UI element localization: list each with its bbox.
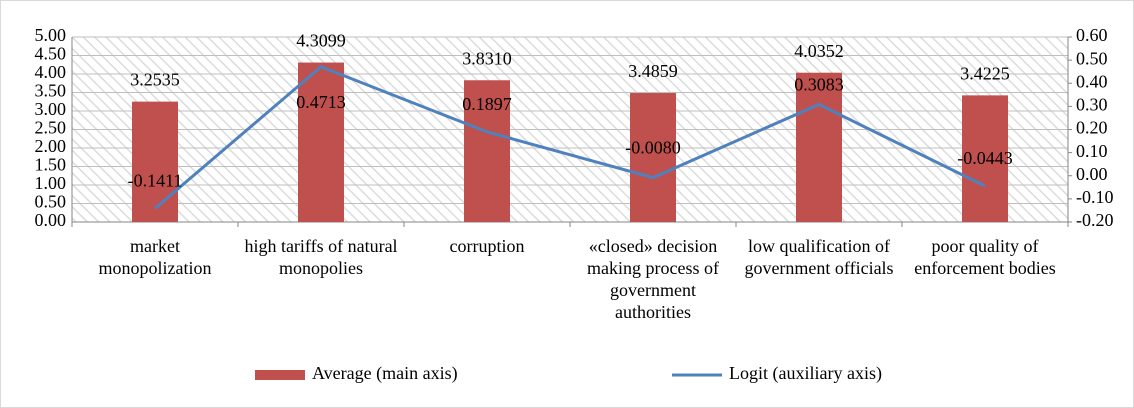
bar (298, 62, 344, 223)
line-value-label: -0.0080 (625, 138, 681, 158)
y-tick-label: 0.00 (35, 210, 67, 230)
y-tick-label: 1.50 (35, 155, 67, 175)
y-tick-label: 2.00 (35, 136, 67, 156)
x-tick-label: poor quality of enforcement bodies (914, 236, 1056, 278)
x-tick-label: «closed» decision making process of gove… (587, 236, 719, 322)
x-tick-label: high tariffs of natural monopolies (244, 236, 398, 278)
legend-label: Average (main axis) (312, 363, 458, 384)
y2-tick-label: 0.20 (1076, 118, 1108, 138)
line-value-label: -0.0443 (957, 148, 1013, 168)
x-tick-label: corruption (449, 236, 525, 256)
y-tick-label: 3.00 (35, 99, 67, 119)
bar-value-label: 3.4225 (960, 63, 1010, 83)
y-tick-label: 5.00 (35, 25, 67, 45)
legend-label: Logit (auxiliary axis) (729, 363, 882, 384)
bar-value-label: 3.2535 (130, 70, 180, 90)
y-tick-label: 0.50 (35, 192, 67, 212)
x-tick-label: low qualification of government official… (744, 236, 894, 278)
line-value-label: 0.4713 (296, 92, 346, 112)
y2-tick-label: 0.60 (1076, 25, 1108, 45)
bar (630, 93, 676, 222)
y-tick-label: 4.00 (35, 62, 67, 82)
bar-value-label: 3.4859 (628, 61, 678, 81)
line-value-label: -0.1411 (128, 171, 183, 191)
y2-tick-label: 0.00 (1076, 164, 1108, 184)
y2-tick-label: -0.20 (1076, 210, 1114, 230)
line-series (154, 65, 986, 210)
y-tick-label: 1.00 (35, 173, 67, 193)
y2-tick-label: -0.10 (1076, 187, 1114, 207)
y-tick-label: 2.50 (35, 118, 67, 138)
x-tick-label: market monopolization (98, 236, 212, 278)
y2-tick-label: 0.40 (1076, 71, 1108, 91)
bar-value-label: 4.3099 (296, 31, 346, 51)
y-tick-label: 3.50 (35, 81, 67, 101)
y-tick-label: 4.50 (35, 44, 67, 64)
y2-tick-label: 0.10 (1076, 141, 1108, 161)
line-value-label: 0.3083 (794, 75, 844, 95)
line-value-label: 0.1897 (462, 94, 512, 114)
y2-tick-label: 0.50 (1076, 48, 1108, 68)
bar (962, 95, 1008, 222)
bar-value-label: 3.8310 (462, 48, 512, 68)
bar (796, 72, 842, 222)
bar (132, 101, 178, 222)
bar (464, 80, 510, 223)
bar-value-label: 4.0352 (794, 41, 844, 61)
y2-tick-label: 0.30 (1076, 95, 1108, 115)
legend-swatch (255, 370, 305, 380)
